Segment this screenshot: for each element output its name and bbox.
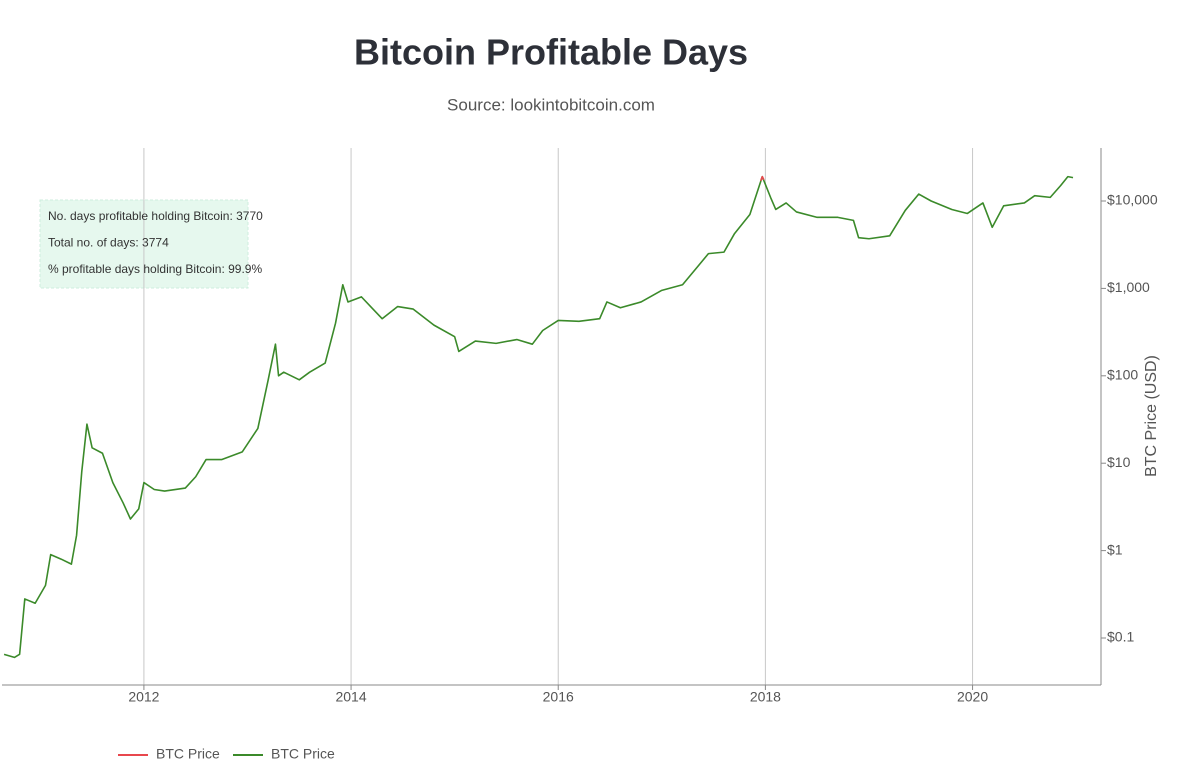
annotation: Total no. of days: 3774 [48, 236, 169, 250]
y-tick-label: $1 [1107, 541, 1123, 557]
x-tick-label: 2012 [128, 689, 159, 705]
price-line [3, 175, 1074, 659]
y-axis-title: BTC Price (USD) [1143, 355, 1160, 477]
y-tick-label: $100 [1107, 367, 1138, 383]
annotation: No. days profitable holding Bitcoin: 377… [48, 209, 263, 223]
x-tick-label: 2018 [750, 689, 781, 705]
y-tick-label: $0.1 [1107, 629, 1134, 645]
x-tick-label: 2016 [543, 689, 574, 705]
annotation: % profitable days holding Bitcoin: 99.9% [48, 262, 262, 276]
legend-label: BTC Price [156, 746, 220, 762]
y-tick-label: $1,000 [1107, 279, 1150, 295]
x-tick-label: 2020 [957, 689, 988, 705]
chart-title: Bitcoin Profitable Days [354, 32, 748, 73]
x-tick-label: 2014 [335, 689, 366, 705]
legend-label: BTC Price [271, 746, 335, 762]
price-line [759, 175, 765, 182]
chart-subtitle: Source: lookintobitcoin.com [447, 95, 655, 114]
y-tick-label: $10 [1107, 454, 1131, 470]
y-tick-label: $10,000 [1107, 192, 1158, 208]
